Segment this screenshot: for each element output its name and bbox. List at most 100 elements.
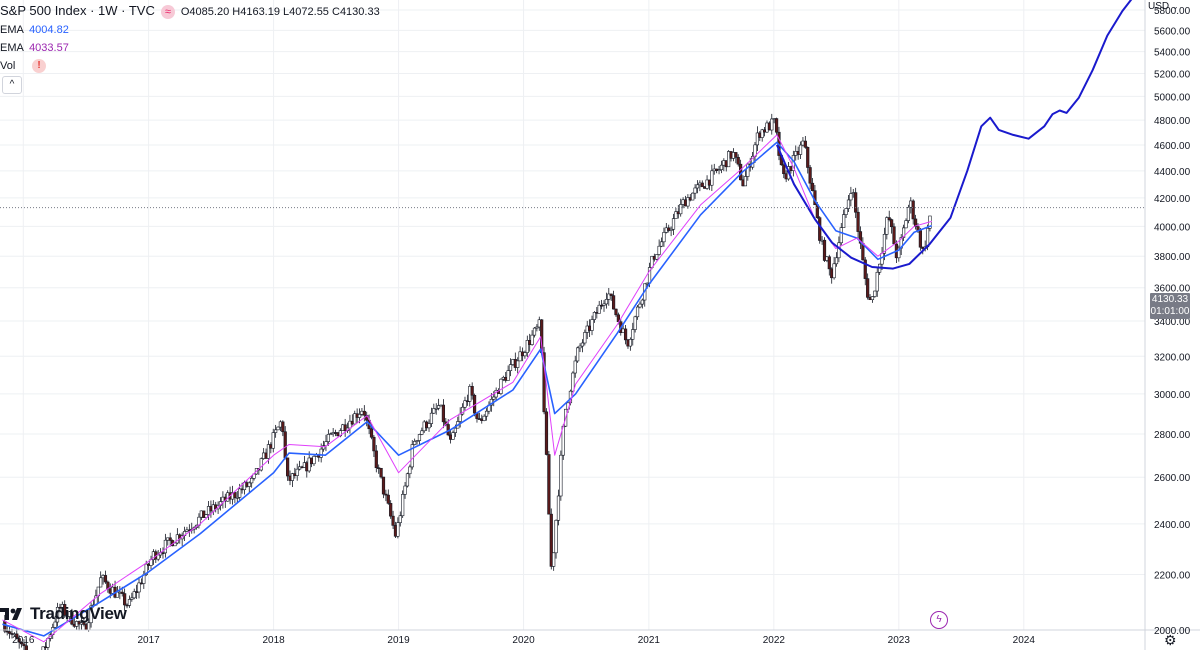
candle-up <box>552 552 556 567</box>
candle-down <box>774 118 779 133</box>
candle-up <box>755 132 759 146</box>
candle-up <box>259 458 263 471</box>
collapse-legend-button[interactable]: ^ <box>2 76 22 94</box>
y-tick-label: 4400.00 <box>1154 167 1191 178</box>
candle-up <box>319 448 323 458</box>
candle-up <box>238 488 242 498</box>
gear-icon[interactable]: ⚙ <box>1164 632 1177 648</box>
candle-down <box>381 476 386 495</box>
candle-up <box>671 218 676 230</box>
last-price-value: 4130.33 <box>1151 294 1189 305</box>
candle-down <box>542 352 546 413</box>
candle-up <box>875 271 879 292</box>
candle-down <box>806 147 810 168</box>
y-tick-label: 2000.00 <box>1154 626 1191 637</box>
candle-down <box>19 641 24 645</box>
candle-down <box>911 200 915 220</box>
candle-down <box>616 314 620 323</box>
y-tick-label: 5400.00 <box>1154 48 1191 59</box>
candle-up <box>882 233 887 254</box>
y-tick-label: 3600.00 <box>1154 284 1191 295</box>
candle-up <box>760 129 764 138</box>
y-tick-label: 4600.00 <box>1154 141 1191 152</box>
candle-up <box>743 176 748 187</box>
candle-up <box>99 577 103 588</box>
x-tick-label: 2021 <box>638 635 661 646</box>
y-tick-label: 2600.00 <box>1154 473 1191 484</box>
candle-down <box>63 604 67 616</box>
candle-up <box>571 372 575 392</box>
candle-up <box>693 187 697 194</box>
candle-up <box>580 342 585 347</box>
y-tick-label: 5200.00 <box>1154 70 1191 81</box>
symbol-title[interactable]: S&P 500 Index · 1W · TVC <box>0 3 155 18</box>
candle-up <box>590 319 594 331</box>
x-tick-label: 2016 <box>12 635 35 646</box>
candle-up <box>897 247 901 259</box>
y-tick-label: 2800.00 <box>1154 430 1191 441</box>
ema-fast-line <box>2 141 932 637</box>
candle-up <box>266 444 271 459</box>
x-tick-label: 2017 <box>137 635 160 646</box>
candle-up <box>89 605 93 624</box>
logo-text: TradingView <box>30 604 127 623</box>
candle-down <box>827 256 831 270</box>
candle-up <box>717 169 721 172</box>
compare-icon[interactable]: ≈ <box>160 5 175 20</box>
candle-up <box>691 192 695 201</box>
lightning-icon[interactable]: ϟ <box>930 611 948 629</box>
candle-up <box>276 426 280 431</box>
candle-up <box>398 515 402 523</box>
candle-up <box>604 299 608 305</box>
last-price-tag: 4130.33 01:01:00 <box>1150 293 1190 319</box>
candle-down <box>600 304 604 307</box>
candle-up <box>559 454 563 497</box>
candle-up <box>408 466 412 475</box>
chevron-down-icon: ⌄ <box>1171 2 1179 11</box>
bar-countdown: 01:01:00 <box>1150 306 1190 317</box>
y-tick-label: 3000.00 <box>1154 390 1191 401</box>
candle-up <box>834 257 839 265</box>
x-tick-label: 2020 <box>512 635 535 646</box>
volume-name[interactable]: Vol <box>0 60 16 72</box>
candle-up <box>132 591 136 599</box>
candle-up <box>247 482 251 487</box>
candle-up <box>719 164 724 170</box>
candle-up <box>727 151 731 168</box>
x-tick-label: 2018 <box>262 635 285 646</box>
candle-up <box>583 332 587 344</box>
candle-up <box>295 468 299 476</box>
candle-down <box>854 192 858 213</box>
candle-up <box>401 494 405 517</box>
candle-up <box>403 485 407 495</box>
volume-row[interactable]: Vol! <box>0 58 52 74</box>
candle-up <box>770 118 774 131</box>
y-tick-label: 2200.00 <box>1154 570 1191 581</box>
ema-slow-name[interactable]: EMA <box>0 42 24 54</box>
currency-selector[interactable]: USD ⌄ <box>1148 1 1179 12</box>
candle-up <box>437 405 441 409</box>
candle-down <box>700 182 704 188</box>
tradingview-logo[interactable]: TradingView <box>0 601 127 627</box>
symbol-row[interactable]: S&P 500 Index · 1W · TVC ≈ O4085.20 H4163.… <box>0 3 380 20</box>
candle-up <box>413 441 417 445</box>
candle-up <box>506 370 510 381</box>
y-tick-label: 3200.00 <box>1154 352 1191 363</box>
candle-down <box>15 633 19 639</box>
candle-up <box>746 163 750 177</box>
candle-up <box>710 170 714 186</box>
candle-up <box>321 445 326 450</box>
candle-up <box>235 497 239 499</box>
candle-up <box>659 241 664 247</box>
open-value: O4085.20 <box>180 6 230 18</box>
candle-up <box>638 303 642 308</box>
ema-slow-row[interactable]: EMA 4033.57 <box>0 40 69 56</box>
candle-up <box>307 457 311 472</box>
warning-icon[interactable]: ! <box>32 59 46 74</box>
ema-fast-row[interactable]: EMA 4004.82 <box>0 22 69 38</box>
candle-down <box>818 217 822 241</box>
candle-up <box>662 232 666 243</box>
ema-fast-name[interactable]: EMA <box>0 24 24 36</box>
y-tick-label: 4200.00 <box>1154 194 1191 205</box>
